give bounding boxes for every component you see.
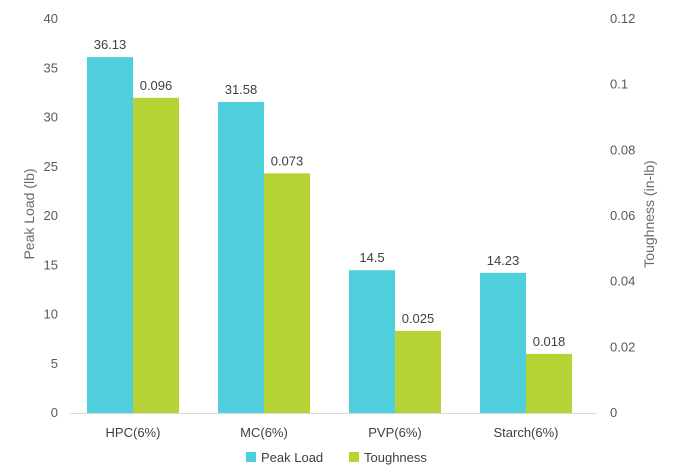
x-axis-category-label: MC(6%) [240,425,288,440]
bars-group [87,57,572,414]
legend-swatch-toughness [349,452,359,462]
x-axis-category-label: HPC(6%) [106,425,161,440]
data-label-peak-load: 14.5 [359,250,384,265]
data-label-peak-load: 31.58 [225,82,258,97]
bar-peak-load [349,270,395,413]
right-y-tick-label: 0.06 [610,208,635,223]
data-labels-group: 36.13 0.096 31.58 0.073 14.5 0.025 14.23 0.018 [94,37,566,349]
bar-toughness [133,97,179,414]
data-label-toughness: 0.018 [533,334,566,349]
left-y-tick-label: 35 [44,60,58,75]
left-y-tick-label: 20 [44,208,58,223]
left-y-axis-title: Peak Load (lb) [21,168,37,259]
bar-peak-load [87,57,133,413]
right-y-axis-title: Toughness (in-lb) [641,160,657,267]
left-y-axis-ticks: 0 5 10 15 20 25 30 35 40 [44,11,58,420]
right-y-tick-label: 0 [610,405,617,420]
legend-label-peak-load: Peak Load [261,450,323,465]
x-axis-category-label: Starch(6%) [493,425,558,440]
left-y-tick-label: 5 [51,356,58,371]
right-y-tick-label: 0.1 [610,77,628,92]
right-y-tick-label: 0.12 [610,11,635,26]
left-y-tick-label: 25 [44,159,58,174]
bar-toughness [264,173,310,413]
category-labels-group: HPC(6%) MC(6%) PVP(6%) Starch(6%) [106,425,559,440]
left-y-tick-label: 30 [44,110,58,125]
data-label-toughness: 0.096 [140,78,173,93]
legend-swatch-peak-load [246,452,256,462]
legend: Peak Load Toughness [246,450,427,465]
right-y-tick-label: 0.04 [610,274,635,289]
left-y-tick-label: 0 [51,405,58,420]
left-y-tick-label: 10 [44,307,58,322]
bar-toughness [395,330,441,413]
data-label-peak-load: 36.13 [94,37,127,52]
left-y-tick-label: 15 [44,257,58,272]
bar-peak-load [218,101,264,413]
x-axis-category-label: PVP(6%) [368,425,421,440]
right-y-tick-label: 0.08 [610,142,635,157]
data-label-peak-load: 14.23 [487,253,520,268]
right-y-tick-label: 0.02 [610,339,635,354]
bar-peak-load [480,272,526,413]
data-label-toughness: 0.025 [402,311,435,326]
legend-label-toughness: Toughness [364,450,427,465]
left-y-tick-label: 40 [44,11,58,26]
bar-toughness [526,353,572,413]
data-label-toughness: 0.073 [271,153,304,168]
right-y-axis-ticks: 0 0.02 0.04 0.06 0.08 0.1 0.12 [610,11,635,420]
